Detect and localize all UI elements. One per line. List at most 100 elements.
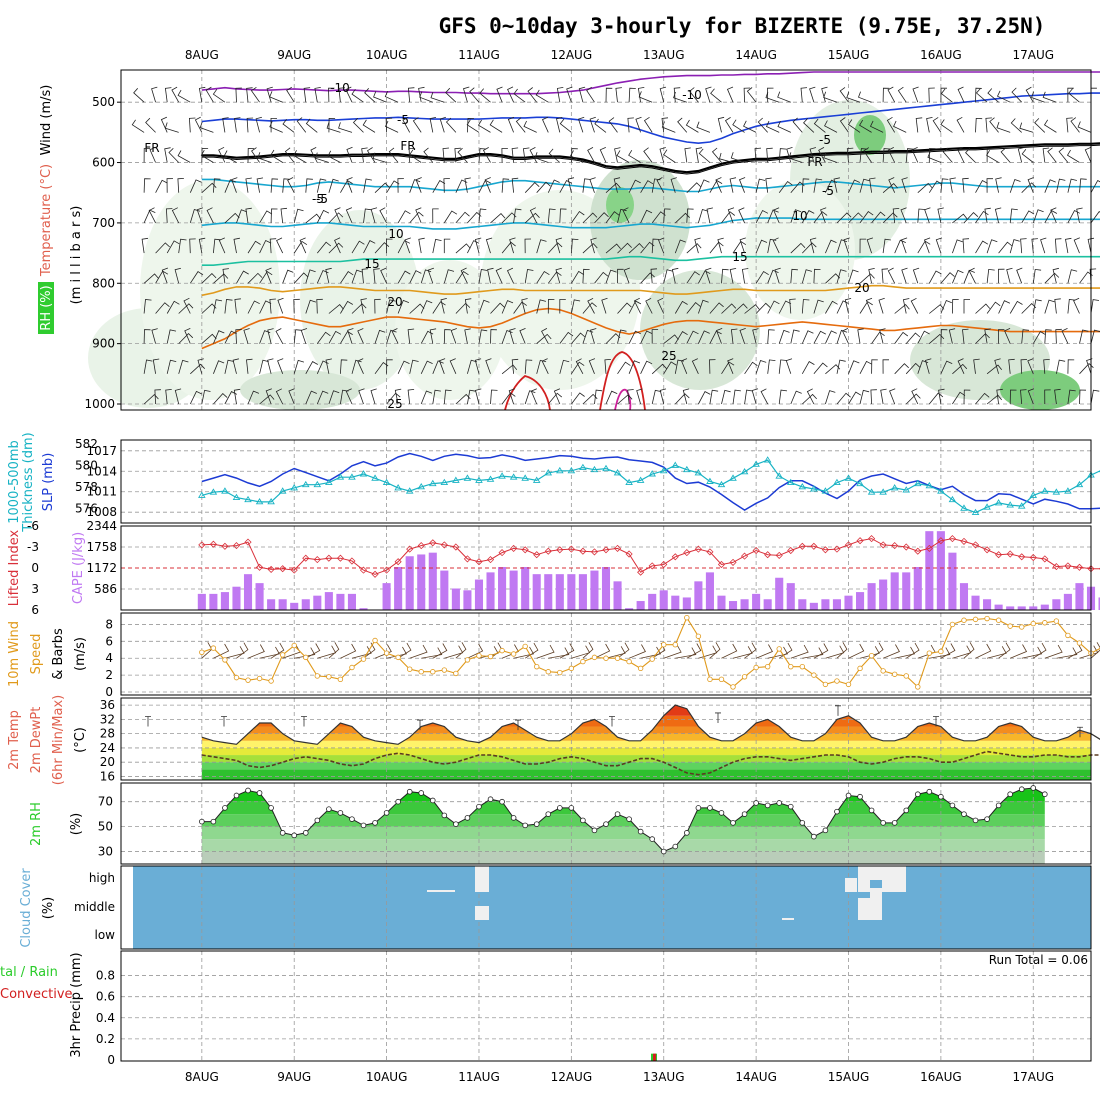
wind-barb xyxy=(721,211,736,224)
wind-barb xyxy=(717,237,724,254)
wind-barb xyxy=(154,389,161,405)
wind-barb xyxy=(942,147,953,163)
wind-barb xyxy=(894,363,909,375)
wind-barb xyxy=(386,329,397,344)
wind-barb xyxy=(710,88,722,103)
wind-barb xyxy=(189,238,196,254)
wind-barb xyxy=(778,300,792,314)
surface-wind-barb xyxy=(709,642,721,659)
li-marker xyxy=(914,547,922,555)
wind-barb xyxy=(246,117,254,133)
wind-barb xyxy=(986,394,1003,405)
thickness-marker xyxy=(694,469,703,476)
wind-barb xyxy=(511,177,519,193)
li-marker xyxy=(498,549,506,557)
wind-barb xyxy=(663,208,671,223)
wind-barb xyxy=(165,389,172,405)
temp-tick: 28 xyxy=(100,727,115,741)
temp-tick: 36 xyxy=(100,698,115,712)
wind-barb xyxy=(571,210,585,224)
wind-barb xyxy=(732,119,745,133)
wind-barb xyxy=(963,212,979,224)
wind-barb xyxy=(257,152,272,163)
wind-barb xyxy=(937,207,944,223)
panel-frame xyxy=(120,697,1092,781)
wind-barb xyxy=(790,329,800,344)
dewpoint-line xyxy=(201,750,1100,776)
wind-barb xyxy=(1021,182,1037,193)
wind-barb xyxy=(484,177,491,193)
wind-barb xyxy=(231,177,238,193)
wind-barb xyxy=(548,242,563,254)
wind-barb xyxy=(949,177,956,193)
wind-barb xyxy=(397,178,404,193)
wind-barb xyxy=(882,212,898,224)
wind-barb xyxy=(363,240,376,254)
wind-barb xyxy=(151,86,158,103)
rh-marker xyxy=(245,787,251,794)
li-marker xyxy=(613,544,622,552)
wind-barb xyxy=(940,178,949,193)
cape-bar xyxy=(601,566,611,610)
thickness-axis-title: Thickness (dm) xyxy=(21,432,36,532)
minmax-whisker xyxy=(609,716,615,727)
cape-bar xyxy=(971,595,980,610)
wind-barb xyxy=(605,182,621,193)
rh-marker xyxy=(222,805,228,811)
li-marker xyxy=(706,548,714,556)
surface-wind-barb xyxy=(224,646,245,659)
wind-barb xyxy=(166,178,174,193)
cape-bar xyxy=(220,592,229,610)
wind-barb xyxy=(825,179,838,193)
wind-barb xyxy=(818,147,826,163)
li-marker xyxy=(868,535,876,543)
wind-barb xyxy=(746,87,757,103)
wind-barb xyxy=(594,212,609,224)
thickness-marker xyxy=(763,456,772,463)
wind-barb xyxy=(940,87,947,103)
wind-speed-marker xyxy=(291,642,297,649)
li-marker xyxy=(579,547,587,555)
wind-barb xyxy=(1016,267,1023,284)
wind-barb xyxy=(519,328,526,344)
cloud-level-label: middle xyxy=(74,900,115,914)
rh-marker xyxy=(995,802,1002,809)
wind-barb xyxy=(952,239,963,254)
wind-barb xyxy=(408,148,416,163)
cape-bar xyxy=(417,554,426,610)
wind-barb xyxy=(986,148,994,163)
precip-tick: 0.4 xyxy=(96,1011,115,1025)
wind-barb xyxy=(986,268,995,284)
wind-barb xyxy=(380,267,387,284)
wind-barb xyxy=(501,178,510,193)
thickness-marker xyxy=(798,482,807,490)
wind-barb xyxy=(1084,147,1092,163)
wind-barb xyxy=(825,330,837,344)
surface-wind-barb xyxy=(906,642,920,659)
wind-barb xyxy=(973,358,980,374)
wind-barb xyxy=(686,271,700,284)
wind-barb xyxy=(1008,358,1015,374)
wind-barb xyxy=(605,243,621,254)
wind-barb xyxy=(224,179,236,193)
thickness-marker xyxy=(1006,501,1014,508)
cape-bar xyxy=(636,601,645,610)
thickness-marker xyxy=(313,480,322,488)
wind-barb xyxy=(790,390,802,405)
slp-line xyxy=(201,452,1100,511)
rh-marker xyxy=(822,827,829,834)
wind-barb xyxy=(527,87,538,103)
wind-barb xyxy=(866,237,874,254)
isotherm-label: 10 xyxy=(388,227,403,241)
wind-barb xyxy=(792,117,803,133)
wind-speed-marker xyxy=(695,633,702,639)
cape-bar xyxy=(336,593,345,610)
surface-wind-barb xyxy=(317,645,337,659)
wind-barb xyxy=(178,303,194,314)
li-marker xyxy=(313,556,321,564)
wind-barb xyxy=(848,212,863,224)
thickness-marker xyxy=(532,476,541,483)
wind-barb xyxy=(846,91,861,103)
wind-barb xyxy=(151,328,158,344)
wind-speed-marker xyxy=(857,665,863,672)
